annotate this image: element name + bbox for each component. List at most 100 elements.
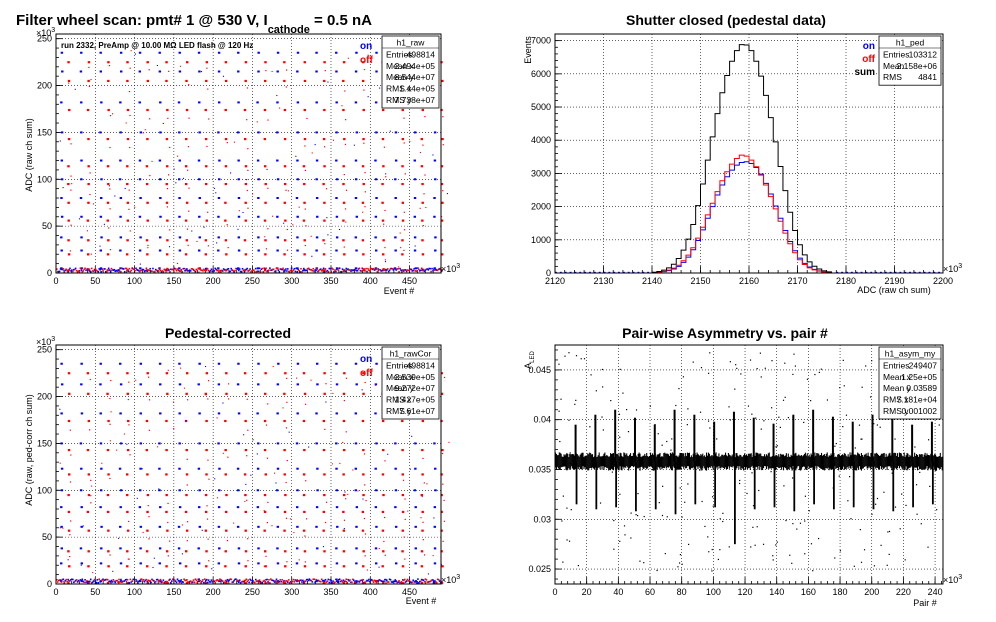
raw-point-on — [257, 215, 260, 218]
raw-point-off — [264, 239, 267, 242]
cor-point-sparse — [263, 565, 265, 567]
cor-tick-label-y: 200 — [37, 392, 52, 402]
asym-point-outlier — [709, 427, 711, 429]
raw-point-off — [322, 239, 325, 242]
asym-point-outlier — [664, 552, 666, 555]
asym-point-outlier — [902, 462, 904, 464]
cor-point-off — [224, 550, 227, 553]
cor-point-on — [80, 412, 84, 415]
cor-point-on — [296, 489, 299, 492]
raw-point-base — [311, 269, 314, 272]
raw-point-base — [234, 269, 236, 272]
raw-point-sparse — [272, 215, 274, 217]
raw-point-on — [158, 267, 161, 270]
asym-point-outlier — [569, 452, 571, 454]
cor-point-off — [87, 419, 91, 423]
raw-point-on — [375, 197, 378, 200]
raw-point-sparse — [389, 130, 391, 132]
raw-point-base — [178, 270, 181, 272]
raw-point-on — [198, 101, 201, 104]
cor-point-base — [272, 580, 275, 582]
raw-point-base — [277, 269, 280, 271]
raw-point-sparse — [177, 155, 179, 157]
cor-point-base — [58, 579, 61, 581]
cor-point-off — [362, 565, 365, 568]
cor-point-base — [300, 579, 302, 581]
cor-point-base — [356, 580, 359, 583]
raw-point-off — [146, 79, 150, 83]
raw-point-off — [421, 219, 424, 222]
raw-point-base — [435, 268, 437, 271]
cor-point-base — [122, 580, 124, 583]
raw-point-base — [142, 268, 145, 271]
cor-point-on — [119, 580, 123, 583]
cor-point-on — [217, 442, 220, 445]
cor-point-off — [383, 516, 386, 519]
cor-point-sparse — [222, 452, 224, 454]
raw-point-base — [365, 267, 367, 270]
raw-point-off — [283, 253, 286, 256]
cor-point-off — [146, 582, 150, 585]
raw-point-on — [217, 267, 220, 270]
cor-point-base — [404, 581, 407, 583]
cor-point-sparse — [82, 525, 84, 527]
cor-point-off — [167, 521, 169, 524]
raw-point-on — [60, 51, 64, 54]
raw-point-on — [139, 236, 142, 239]
raw-point-off — [385, 176, 387, 178]
cor-point-base — [318, 580, 320, 582]
raw-point-off — [166, 253, 169, 256]
raw-point-on — [413, 178, 417, 181]
raw-point-base — [302, 269, 304, 272]
cor-point-off — [343, 399, 345, 402]
raw-run-annotation: run 2332, PreAmp @ 10.00 MΩ LED flash @ … — [61, 41, 253, 50]
cor-point-base — [359, 579, 362, 582]
cor-point-on — [198, 506, 201, 509]
raw-point-off — [126, 137, 130, 141]
raw-point-off — [184, 253, 188, 256]
cor-point-on — [355, 580, 358, 583]
cor-point-off — [266, 457, 269, 459]
raw-point-on — [355, 51, 358, 54]
cor-point-off — [247, 560, 249, 562]
asym-point-outlier — [751, 413, 753, 415]
raw-point-on — [197, 178, 201, 181]
cor-point-off — [225, 582, 228, 585]
raw-point-base — [260, 268, 263, 271]
raw-point-sparse — [179, 65, 181, 67]
raw-legend-off: off — [360, 55, 373, 66]
raw-point-base — [402, 270, 405, 272]
asym-point-outlier — [806, 378, 809, 380]
asym-point-outlier — [896, 458, 899, 460]
asym-point-outlier — [916, 513, 918, 515]
cor-point-on — [355, 383, 358, 386]
cor-point-base — [238, 579, 241, 582]
cor-point-off — [246, 499, 248, 501]
raw-point-base — [389, 267, 392, 270]
asym-point-outlier — [804, 495, 807, 497]
cor-point-off — [146, 510, 149, 514]
raw-point-sparse — [446, 193, 448, 195]
asym-point-outlier — [657, 433, 659, 435]
cor-point-off — [165, 582, 168, 585]
asym-point-outlier — [692, 361, 694, 363]
cor-point-base — [115, 579, 117, 582]
asym-point-outlier — [736, 367, 738, 369]
cor-point-on — [217, 525, 221, 528]
cor-point-on — [354, 442, 358, 445]
raw-point-on — [335, 236, 339, 239]
cor-point-base — [218, 580, 220, 582]
cor-point-off — [284, 565, 287, 568]
raw-point-sparse — [310, 235, 312, 237]
cor-point-base — [200, 581, 202, 584]
raw-point-off — [264, 253, 267, 256]
cor-point-off — [363, 453, 366, 455]
cor-point-off — [263, 419, 267, 423]
cor-point-off — [206, 518, 209, 520]
cor-point-base — [333, 581, 335, 584]
raw-point-on — [256, 101, 259, 104]
cor-point-on — [139, 442, 142, 445]
cor-point-base — [273, 581, 276, 583]
raw-point-base — [168, 269, 170, 271]
cor-point-off — [345, 498, 347, 500]
